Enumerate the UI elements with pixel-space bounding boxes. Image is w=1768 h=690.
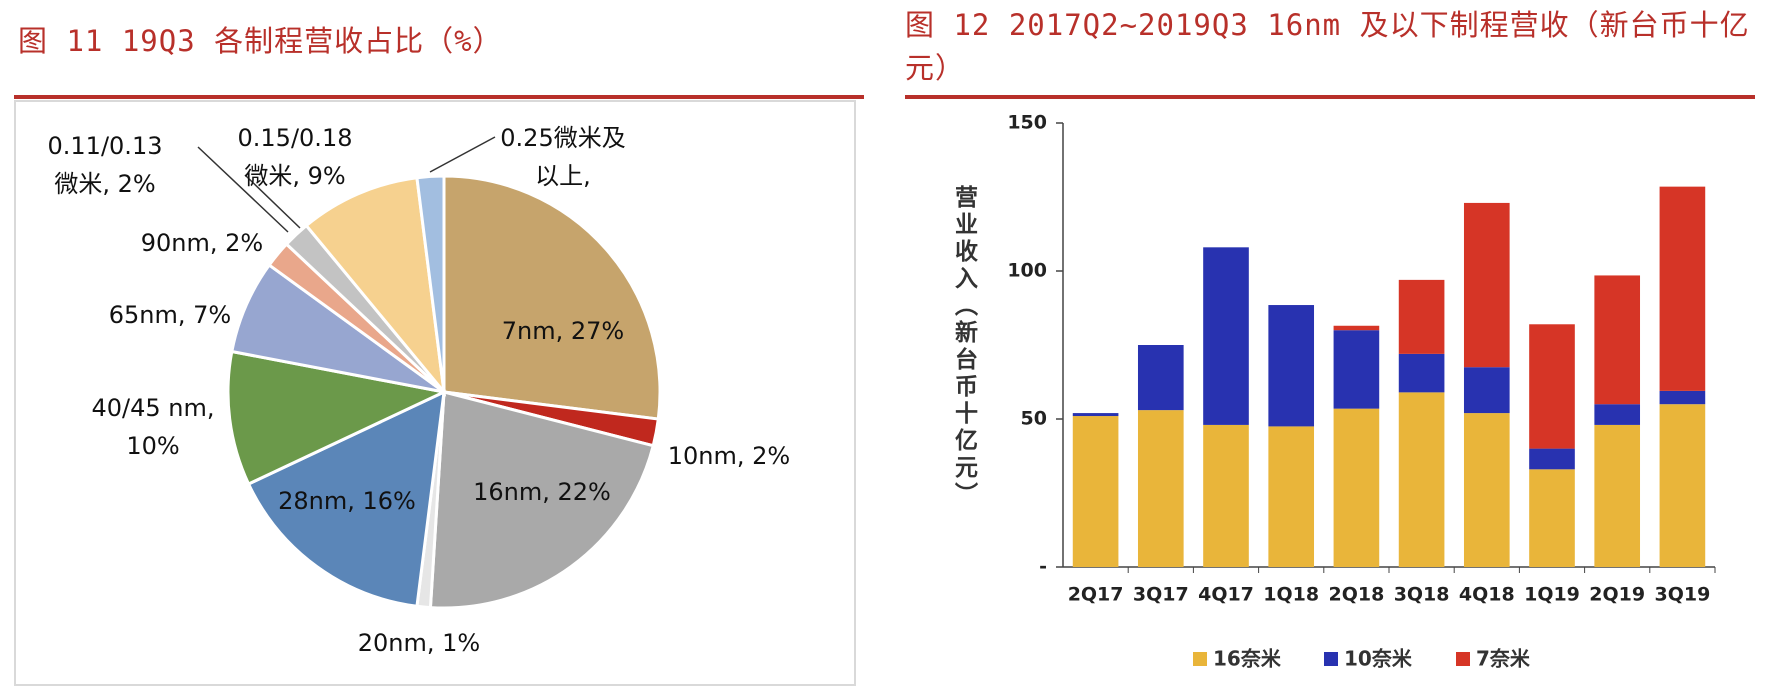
x-tick-label: 2Q19 [1589,584,1645,606]
leader-line [429,136,496,173]
x-tick-label: 2Q17 [1068,584,1124,606]
bar-segment [1659,404,1706,567]
legend-swatch [1456,652,1470,666]
bar-segment [1398,353,1445,393]
bar-segment [1529,324,1575,449]
pie-slice [415,174,446,393]
bar-segment [1594,275,1641,405]
slice-label: 20nm, 1% [358,629,480,657]
x-tick-label: 1Q19 [1524,584,1580,606]
slice-label: 0.15/0.18 微米, 9% [238,124,353,190]
chart-title: 图 11 19Q3 各制程营收占比（%） [18,24,503,58]
bar-segment [1203,424,1249,567]
legend-swatch [1324,652,1338,666]
y-axis-label: 营业收入（新台币十亿元） [951,185,979,509]
y-tick-label: - [1039,556,1047,578]
pie-chart: 7nm, 27% 10nm, 2% 16nm, 22% 20nm, 1% 28nm, 1… [14,100,856,686]
bar-segment [1529,448,1575,470]
title-rule [14,95,864,99]
slice-label: 28nm, 16% [278,487,416,515]
x-tick-label: 3Q17 [1133,584,1189,606]
bar-segment [1398,392,1445,567]
bar-segment [1268,426,1315,567]
bar-chart: - 50 100 150 2Q17 3Q17 4Q17 1Q18 2Q18 3Q18 4Q18 1Q1… [951,112,1716,671]
slice-label: 40/45 nm, 10% [91,394,214,460]
x-tick-label: 2Q18 [1328,584,1384,606]
x-tick-label: 1Q18 [1263,584,1319,606]
x-tick-label: 3Q19 [1654,584,1710,606]
slice-label: 10nm, 2% [668,442,790,470]
bar-segment [1463,413,1510,567]
slice-label: 0.11/0.13 微米, 2% [48,132,163,198]
bar-segment [1137,410,1184,567]
bar-segment [1333,330,1380,409]
slice-label: 65nm, 7% [109,301,231,329]
bar-segment [1463,367,1510,414]
chart-title: 图 12 2017Q2~2019Q3 16nm 及以下制程营收（新台币十亿元） [905,8,1750,85]
pie-slice [442,174,662,421]
title-rule [905,95,1755,99]
legend-swatch [1193,652,1207,666]
pie-slice [226,349,449,486]
bar-segment [1463,202,1510,368]
pie-slice [246,389,446,608]
bar-segment [1594,424,1641,567]
bar-segment [1333,325,1380,331]
y-tick-label: 150 [1007,112,1047,134]
bar-segment [1333,408,1380,567]
leader-line [244,174,301,229]
y-tick-label: 100 [1007,260,1047,282]
pie-slice [304,176,447,397]
bar-segment [1398,279,1445,354]
bar-segment [1137,345,1184,411]
bar-segment [1659,186,1706,391]
legend-label: 10奈米 [1344,647,1413,671]
bar-segment [1072,413,1119,417]
bar-segment [1594,404,1641,425]
x-tick-label: 4Q17 [1198,584,1254,606]
legend-label: 7奈米 [1476,647,1531,671]
bar-segment [1203,247,1249,425]
slice-label: 7nm, 27% [502,317,624,345]
slice-label: 16nm, 22% [473,478,611,506]
bar-segment [1072,416,1119,567]
x-tick-label: 4Q18 [1459,584,1515,606]
slice-label: 0.25微米及以上, [500,124,625,190]
legend-label: 16奈米 [1213,647,1282,671]
plot-frame [14,100,856,686]
x-tick-label: 3Q18 [1394,584,1450,606]
bar-segment [1268,305,1315,427]
leader-line [197,146,289,233]
bar-segment [1659,390,1706,405]
y-tick-label: 50 [1021,408,1047,430]
pie-slice [428,390,656,610]
bar-segment [1529,469,1575,567]
slice-label: 90nm, 2% [141,229,263,257]
